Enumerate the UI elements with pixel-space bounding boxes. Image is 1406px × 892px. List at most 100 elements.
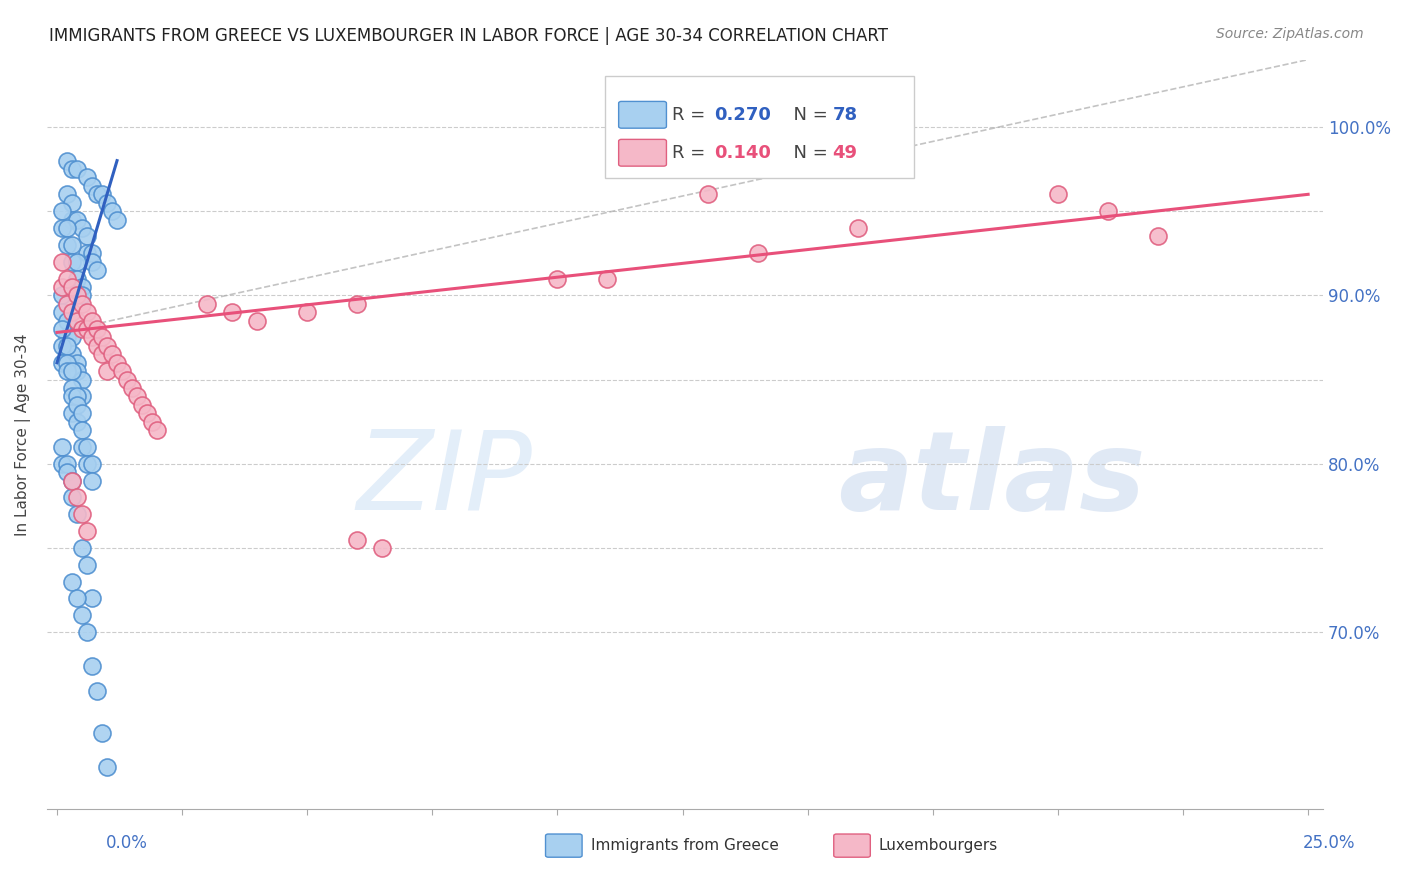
Point <box>76 524 98 538</box>
Point <box>371 541 394 555</box>
Point <box>846 221 869 235</box>
Point <box>56 356 79 370</box>
Point <box>1097 204 1119 219</box>
Point <box>125 389 148 403</box>
Point <box>115 373 138 387</box>
Point <box>56 339 79 353</box>
Text: R =: R = <box>672 106 711 124</box>
Text: IMMIGRANTS FROM GREECE VS LUXEMBOURGER IN LABOR FORCE | AGE 30-34 CORRELATION CH: IMMIGRANTS FROM GREECE VS LUXEMBOURGER I… <box>49 27 889 45</box>
Point <box>80 658 103 673</box>
Y-axis label: In Labor Force | Age 30-34: In Labor Force | Age 30-34 <box>15 333 31 535</box>
Point <box>51 280 73 294</box>
Point <box>101 347 124 361</box>
Point <box>56 271 79 285</box>
Point <box>70 322 93 336</box>
Point <box>105 356 128 370</box>
Point <box>1046 187 1069 202</box>
Point <box>51 322 73 336</box>
Text: N =: N = <box>782 106 834 124</box>
Point <box>91 726 114 740</box>
Text: 0.140: 0.140 <box>714 144 770 161</box>
Text: ZIP: ZIP <box>356 425 531 533</box>
Point <box>80 457 103 471</box>
Point <box>60 330 83 344</box>
Point <box>86 263 108 277</box>
Point <box>66 389 89 403</box>
Point <box>51 288 73 302</box>
Point <box>56 297 79 311</box>
Point <box>76 170 98 185</box>
Point <box>1147 229 1170 244</box>
Point <box>546 271 568 285</box>
Point <box>80 246 103 260</box>
Point <box>76 305 98 319</box>
Text: 49: 49 <box>832 144 858 161</box>
Point <box>105 212 128 227</box>
Point <box>60 195 83 210</box>
Point <box>66 364 89 378</box>
Point <box>60 280 83 294</box>
Point <box>121 381 143 395</box>
Point <box>70 288 93 302</box>
Point <box>295 305 318 319</box>
Point <box>80 591 103 606</box>
Point <box>56 457 79 471</box>
Point <box>51 356 73 370</box>
Point <box>76 322 98 336</box>
Point <box>70 440 93 454</box>
Point <box>60 347 83 361</box>
Point <box>596 271 619 285</box>
Point <box>56 364 79 378</box>
Point <box>70 389 93 403</box>
Point <box>195 297 218 311</box>
Point <box>60 474 83 488</box>
Point <box>76 625 98 640</box>
Point <box>60 406 83 420</box>
Text: R =: R = <box>672 144 711 161</box>
Point <box>70 297 93 311</box>
Point <box>66 212 89 227</box>
Point <box>70 406 93 420</box>
Point <box>91 347 114 361</box>
Point <box>56 465 79 479</box>
Point <box>51 254 73 268</box>
Point <box>86 684 108 698</box>
Point <box>76 440 98 454</box>
Text: 0.270: 0.270 <box>714 106 770 124</box>
Point <box>66 491 89 505</box>
Text: Immigrants from Greece: Immigrants from Greece <box>591 838 779 853</box>
Point <box>66 356 89 370</box>
Point <box>101 204 124 219</box>
Point <box>60 237 83 252</box>
Point <box>51 457 73 471</box>
Point <box>747 246 769 260</box>
Point <box>51 221 73 235</box>
Point <box>56 237 79 252</box>
Point <box>66 254 89 268</box>
Point <box>56 153 79 168</box>
Point <box>66 591 89 606</box>
Point <box>70 221 93 235</box>
Point <box>346 297 368 311</box>
Point <box>60 212 83 227</box>
Point <box>70 508 93 522</box>
Point <box>76 457 98 471</box>
Point <box>80 313 103 327</box>
Point <box>56 313 79 327</box>
Point <box>60 162 83 177</box>
Point <box>146 423 169 437</box>
Point <box>60 574 83 589</box>
Point <box>60 474 83 488</box>
Point <box>66 271 89 285</box>
Point <box>76 229 98 244</box>
Point <box>51 339 73 353</box>
Point <box>346 533 368 547</box>
Point <box>91 330 114 344</box>
Text: atlas: atlas <box>838 425 1146 533</box>
Point <box>56 330 79 344</box>
Point <box>66 313 89 327</box>
Point <box>70 541 93 555</box>
Point <box>76 558 98 572</box>
Point <box>86 187 108 202</box>
Point <box>696 187 718 202</box>
